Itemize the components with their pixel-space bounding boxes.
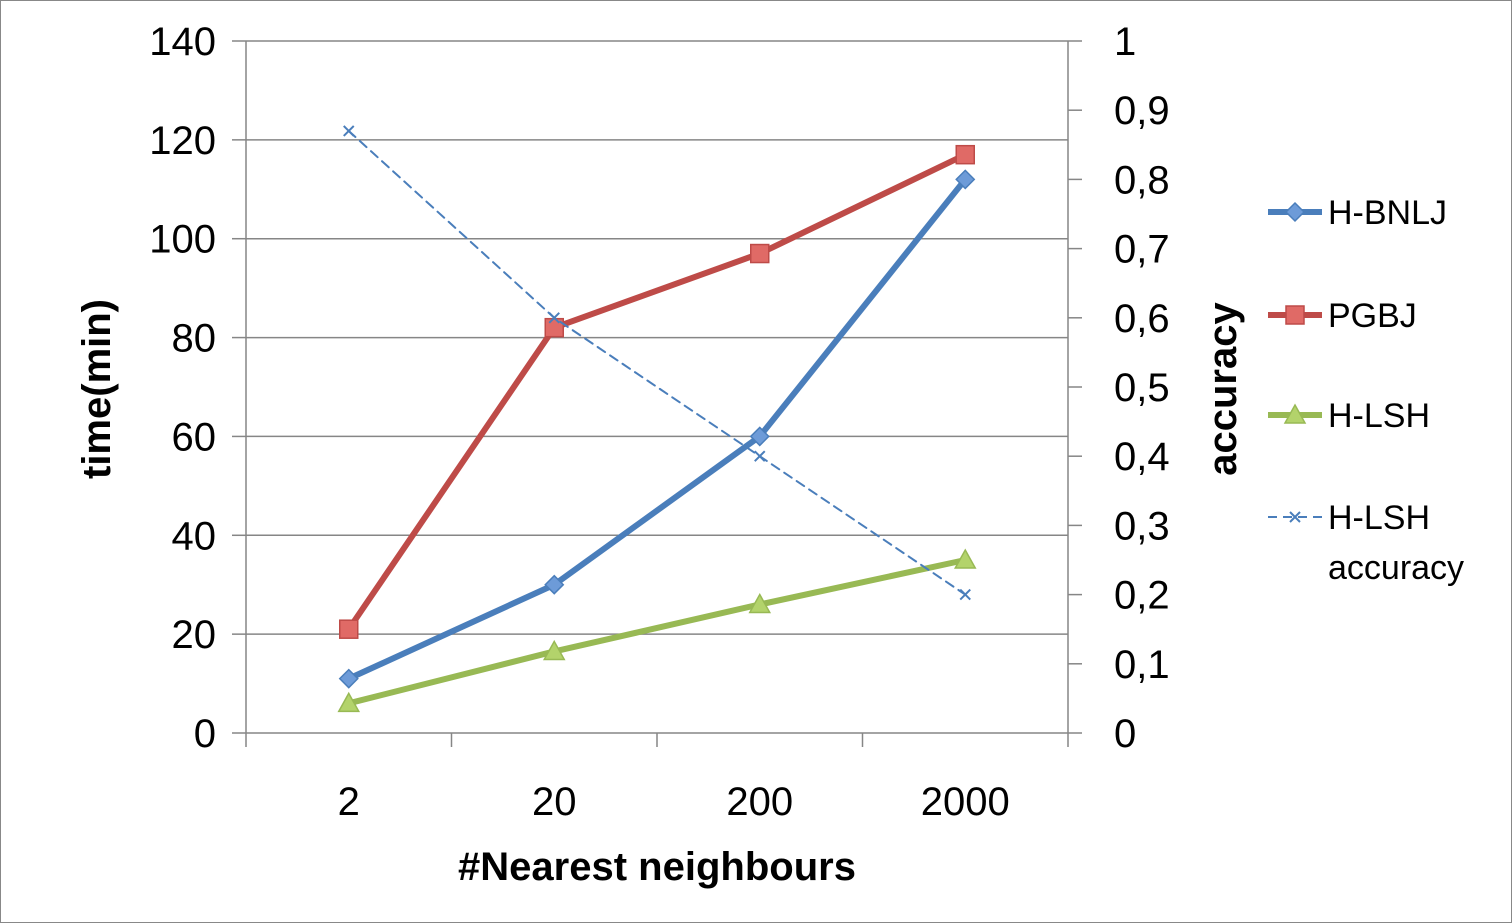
y2-tick-label: 0 — [1114, 712, 1136, 756]
y2-axis-title: accuracy — [1201, 302, 1245, 476]
x-axis-title: #Nearest neighbours — [458, 845, 856, 889]
diamond-marker — [749, 426, 770, 447]
y-tick-label: 60 — [172, 415, 217, 459]
x-marker — [754, 450, 766, 462]
y-tick-label: 120 — [149, 119, 216, 163]
legend-item: H-LSH — [1268, 397, 1430, 435]
x-marker — [548, 312, 560, 324]
legend-label: H-LSH — [1328, 499, 1430, 537]
y2-tick-label: 1 — [1114, 20, 1136, 64]
x-tick-label: 2000 — [921, 780, 1010, 824]
x-tick-label: 200 — [726, 780, 793, 824]
series-line — [345, 151, 969, 633]
square-marker — [1285, 305, 1305, 325]
series — [337, 125, 977, 713]
square-marker — [339, 619, 359, 639]
diamond-marker — [544, 574, 565, 595]
series-h-lsh-accuracy — [343, 125, 971, 601]
y-tick-label: 140 — [149, 20, 216, 64]
y2-tick-label: 0,2 — [1114, 574, 1170, 618]
y2-tick-label: 0,9 — [1114, 89, 1170, 133]
triangle-marker — [748, 592, 772, 614]
y2-tick-label: 0,4 — [1114, 435, 1170, 479]
y2-tick-label: 0,8 — [1114, 158, 1170, 202]
triangle-marker — [953, 548, 977, 569]
legend: H-BNLJ PGBJ H-LSH H-LSH accuracy — [1268, 194, 1464, 587]
diamond-marker — [955, 169, 976, 190]
x-marker — [343, 125, 355, 137]
y-tick-label: 0 — [194, 712, 216, 756]
x-marker — [959, 588, 971, 601]
gridlines — [246, 40, 1068, 635]
y2-tick-label: 0,5 — [1114, 366, 1170, 410]
triangle-marker — [1283, 403, 1307, 424]
y2-tick-label: 0,7 — [1114, 228, 1170, 272]
triangle-marker — [542, 639, 566, 661]
square-marker — [955, 144, 975, 165]
y-tick-label: 100 — [149, 218, 216, 262]
legend-label: H-LSH — [1328, 397, 1430, 435]
y-tick-label: 40 — [172, 514, 217, 558]
triangle-marker — [337, 691, 361, 713]
x-tick-label: 2 — [338, 780, 360, 824]
y-tick-label: 80 — [172, 317, 217, 361]
legend-label: accuracy — [1328, 549, 1464, 587]
y2-tick-label: 0,6 — [1114, 297, 1170, 341]
square-marker — [750, 243, 770, 264]
y2-tick-label: 0,3 — [1114, 504, 1170, 548]
legend-label: PGBJ — [1328, 297, 1417, 335]
series-line — [347, 129, 967, 596]
y2-tick-label: 0,1 — [1114, 643, 1170, 687]
y-axis-title: time(min) — [75, 299, 119, 479]
x-marker — [1289, 511, 1301, 523]
series-h-bnlj — [338, 169, 976, 689]
series-line — [345, 176, 969, 682]
legend-item: PGBJ — [1268, 297, 1417, 335]
legend-label: H-BNLJ — [1328, 194, 1447, 232]
diamond-marker — [338, 668, 359, 689]
legend-item: H-BNLJ — [1268, 194, 1447, 232]
series-line — [345, 557, 969, 707]
diamond-marker — [1284, 201, 1306, 223]
series-h-lsh — [337, 548, 977, 713]
x-tick-label: 20 — [532, 780, 577, 824]
legend-item: H-LSH accuracy — [1268, 499, 1464, 587]
y-tick-label: 20 — [172, 613, 217, 657]
axes: 02040608010012014000,10,20,30,40,50,60,7… — [149, 20, 1169, 824]
